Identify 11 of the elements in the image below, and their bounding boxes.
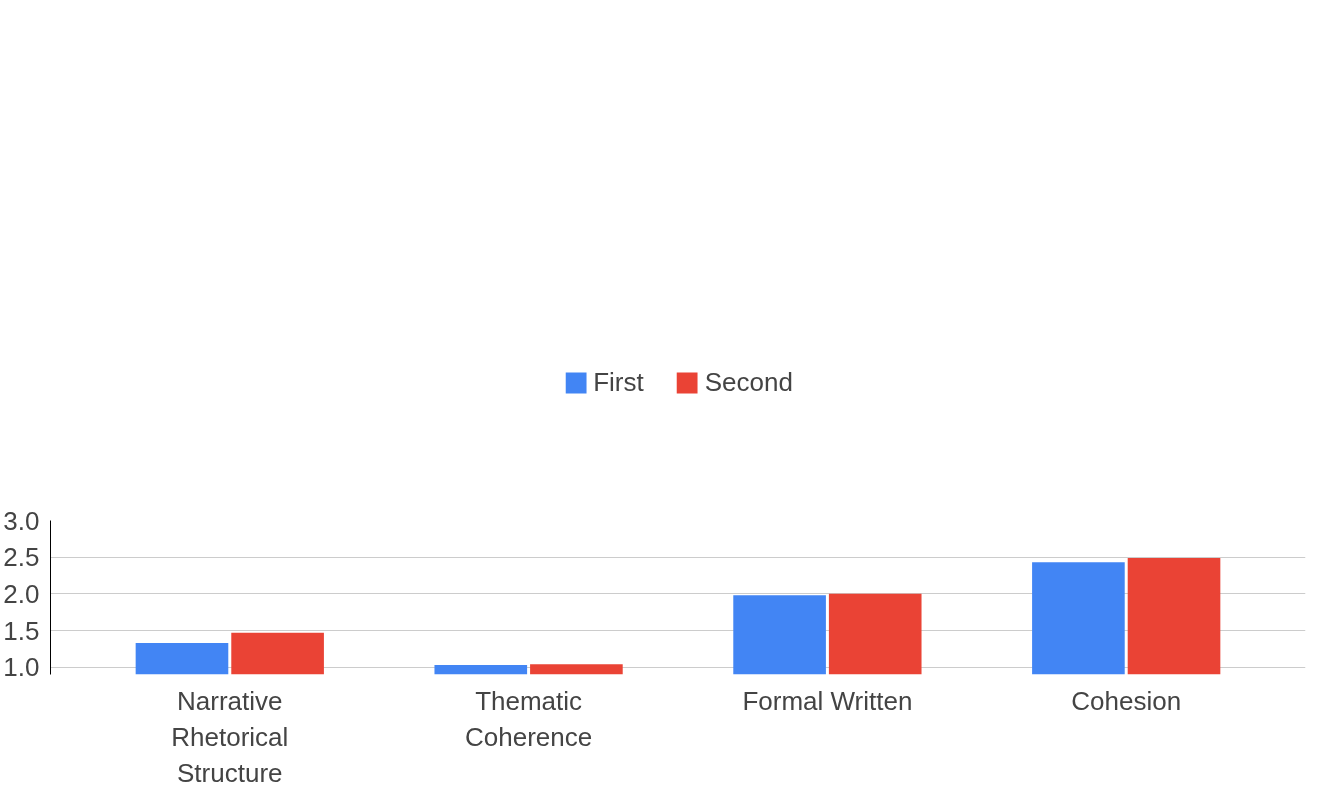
y-tick-label: 1.5: [3, 615, 40, 646]
y-tick-label: 2.0: [3, 578, 40, 609]
x-tick-label: Formal Written: [742, 685, 913, 716]
x-tick-label: Narrative Rhetorical Structure: [171, 685, 289, 788]
y-tick-label: 1.0: [3, 652, 40, 683]
legend-label: Second: [704, 366, 793, 398]
x-tick-label: Thematic Coherence: [465, 685, 593, 752]
legend-label: First: [593, 366, 644, 398]
y-tick-label: 2.5: [3, 542, 40, 573]
y-tick-label: 3.0: [3, 505, 40, 536]
x-tick-label: Cohesion: [1071, 685, 1182, 716]
